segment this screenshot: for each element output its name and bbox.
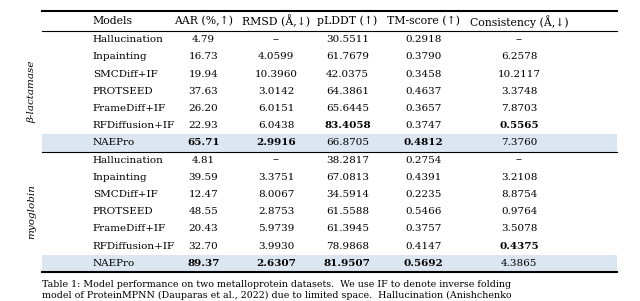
- Text: 0.3757: 0.3757: [405, 225, 442, 234]
- Text: 6.0438: 6.0438: [258, 121, 294, 130]
- Text: Table 1: Model performance on two metalloprotein datasets.  We use IF to denote : Table 1: Model performance on two metall…: [42, 280, 512, 300]
- Text: 2.6307: 2.6307: [256, 259, 296, 268]
- Text: 4.81: 4.81: [192, 156, 215, 165]
- Text: --: --: [273, 156, 280, 165]
- Text: 0.3458: 0.3458: [405, 70, 442, 79]
- Text: 81.9507: 81.9507: [324, 259, 371, 268]
- Text: 7.3760: 7.3760: [501, 138, 538, 147]
- Text: 0.4637: 0.4637: [405, 87, 442, 96]
- Text: 22.93: 22.93: [189, 121, 218, 130]
- Text: 0.4391: 0.4391: [405, 173, 442, 182]
- Text: 78.9868: 78.9868: [326, 242, 369, 251]
- Text: 12.47: 12.47: [189, 190, 218, 199]
- Text: 16.73: 16.73: [189, 52, 218, 61]
- Text: 10.3960: 10.3960: [255, 70, 298, 79]
- Text: 42.0375: 42.0375: [326, 70, 369, 79]
- Text: 0.4147: 0.4147: [405, 242, 442, 251]
- Text: 4.79: 4.79: [192, 35, 215, 44]
- Text: 0.3657: 0.3657: [405, 104, 442, 113]
- Text: AAR (%,↑): AAR (%,↑): [174, 16, 233, 26]
- Text: NAEPro: NAEPro: [93, 259, 135, 268]
- Text: 19.94: 19.94: [189, 70, 218, 79]
- Text: Consistency (Å,↓): Consistency (Å,↓): [470, 15, 568, 27]
- Text: RFDiffusion+IF: RFDiffusion+IF: [93, 242, 175, 251]
- Text: 0.5565: 0.5565: [499, 121, 539, 130]
- Text: 65.71: 65.71: [187, 138, 220, 147]
- Text: 89.37: 89.37: [188, 259, 220, 268]
- Text: 39.59: 39.59: [189, 173, 218, 182]
- Text: 3.2108: 3.2108: [501, 173, 538, 182]
- Text: 48.55: 48.55: [189, 207, 218, 216]
- Text: 4.0599: 4.0599: [258, 52, 294, 61]
- Text: Hallucination: Hallucination: [93, 35, 164, 44]
- Text: 0.4375: 0.4375: [499, 242, 539, 251]
- Text: NAEPro: NAEPro: [93, 138, 135, 147]
- Text: 3.3751: 3.3751: [258, 173, 294, 182]
- Text: 3.0142: 3.0142: [258, 87, 294, 96]
- Text: RFDiffusion+IF: RFDiffusion+IF: [93, 121, 175, 130]
- Text: β-lactamase: β-lactamase: [27, 60, 36, 123]
- Text: RMSD (Å,↓): RMSD (Å,↓): [242, 15, 310, 27]
- Text: 64.3861: 64.3861: [326, 87, 369, 96]
- Text: 0.2235: 0.2235: [405, 190, 442, 199]
- Text: --: --: [516, 35, 523, 44]
- Text: 8.8754: 8.8754: [501, 190, 538, 199]
- Text: SMCDiff+IF: SMCDiff+IF: [93, 190, 157, 199]
- Bar: [42, 255, 617, 272]
- Text: PROTSEED: PROTSEED: [93, 87, 154, 96]
- Text: 61.3945: 61.3945: [326, 225, 369, 234]
- Text: 8.0067: 8.0067: [258, 190, 294, 199]
- Text: 2.8753: 2.8753: [258, 207, 294, 216]
- Text: 0.4812: 0.4812: [403, 138, 443, 147]
- Text: 4.3865: 4.3865: [501, 259, 538, 268]
- Text: FrameDiff+IF: FrameDiff+IF: [93, 225, 166, 234]
- Text: 30.5511: 30.5511: [326, 35, 369, 44]
- Text: 0.9764: 0.9764: [501, 207, 538, 216]
- Text: 10.2117: 10.2117: [498, 70, 541, 79]
- Text: 0.2918: 0.2918: [405, 35, 442, 44]
- Text: 67.0813: 67.0813: [326, 173, 369, 182]
- Text: 3.3748: 3.3748: [501, 87, 538, 96]
- Text: 2.9916: 2.9916: [256, 138, 296, 147]
- Text: 5.9739: 5.9739: [258, 225, 294, 234]
- Text: 26.20: 26.20: [189, 104, 218, 113]
- Text: Hallucination: Hallucination: [93, 156, 164, 165]
- Text: TM-score (↑): TM-score (↑): [387, 16, 460, 26]
- Text: 83.4058: 83.4058: [324, 121, 371, 130]
- Text: 3.5078: 3.5078: [501, 225, 538, 234]
- Text: 38.2817: 38.2817: [326, 156, 369, 165]
- Text: --: --: [273, 35, 280, 44]
- Text: 3.9930: 3.9930: [258, 242, 294, 251]
- Text: 7.8703: 7.8703: [501, 104, 538, 113]
- Text: pLDDT (↑): pLDDT (↑): [317, 16, 378, 26]
- Text: 20.43: 20.43: [189, 225, 218, 234]
- Text: 0.2754: 0.2754: [405, 156, 442, 165]
- Bar: [42, 134, 617, 151]
- Text: 0.5466: 0.5466: [405, 207, 442, 216]
- Text: myoglobin: myoglobin: [27, 184, 36, 239]
- Text: 0.3790: 0.3790: [405, 52, 442, 61]
- Text: Models: Models: [93, 16, 133, 26]
- Text: Inpainting: Inpainting: [93, 173, 148, 182]
- Text: SMCDiff+IF: SMCDiff+IF: [93, 70, 157, 79]
- Text: 0.3747: 0.3747: [405, 121, 442, 130]
- Text: --: --: [516, 156, 523, 165]
- Text: 34.5914: 34.5914: [326, 190, 369, 199]
- Text: 65.6445: 65.6445: [326, 104, 369, 113]
- Text: 6.2578: 6.2578: [501, 52, 538, 61]
- Text: 61.7679: 61.7679: [326, 52, 369, 61]
- Text: FrameDiff+IF: FrameDiff+IF: [93, 104, 166, 113]
- Text: 61.5588: 61.5588: [326, 207, 369, 216]
- Text: 37.63: 37.63: [189, 87, 218, 96]
- Text: 0.5692: 0.5692: [403, 259, 443, 268]
- Text: 32.70: 32.70: [189, 242, 218, 251]
- Text: PROTSEED: PROTSEED: [93, 207, 154, 216]
- Text: 6.0151: 6.0151: [258, 104, 294, 113]
- Text: 66.8705: 66.8705: [326, 138, 369, 147]
- Text: Inpainting: Inpainting: [93, 52, 148, 61]
